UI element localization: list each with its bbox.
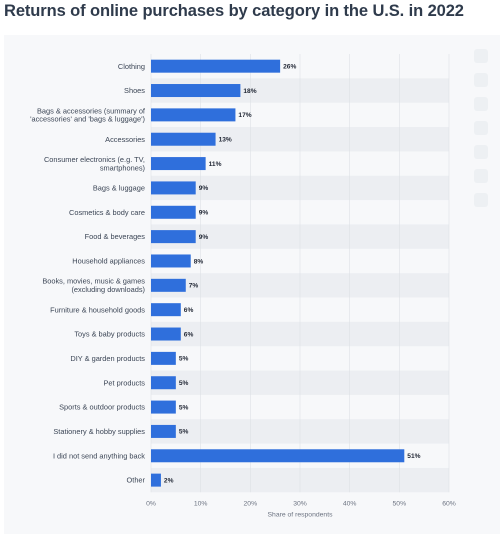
chart-title: Returns of online purchases by category … [4, 2, 464, 20]
bar[interactable] [151, 59, 281, 73]
category-label: Bags & accessories (summary of'accessori… [30, 106, 146, 123]
value-label: 2% [164, 477, 174, 484]
category-label: Consumer electronics (e.g. TV, smartphone… [44, 155, 145, 172]
value-label: 8% [194, 258, 204, 265]
x-tick-label: 10% [194, 500, 208, 507]
share-icon[interactable] [474, 121, 488, 135]
bar[interactable] [151, 400, 176, 414]
category-label: Stationery & hobby supplies [53, 427, 145, 436]
quote-icon[interactable] [474, 145, 488, 159]
bar[interactable] [151, 108, 236, 122]
x-tick-label: 60% [442, 500, 456, 507]
bookmark-icon[interactable] [474, 49, 488, 63]
value-label: 18% [243, 88, 256, 95]
category-label: Toys & baby products [74, 330, 145, 339]
category-label: I did not send anything back [53, 451, 145, 460]
value-label: 5% [179, 429, 189, 436]
value-label: 9% [199, 185, 209, 192]
bell-icon[interactable] [474, 73, 488, 87]
value-label: 9% [199, 234, 209, 241]
category-label: Books, movies, music & games (excluding d… [42, 277, 145, 294]
category-label: Cosmetics & body care [69, 208, 145, 217]
bar[interactable] [151, 230, 196, 244]
category-label: Accessories [105, 135, 145, 144]
bar[interactable] [151, 424, 176, 438]
bar[interactable] [151, 351, 176, 365]
bar-chart: 0% 10% 20% 30% 40% 50% 60% Share of respondents… [30, 54, 456, 518]
value-label: 11% [209, 161, 222, 168]
bar[interactable] [151, 157, 206, 171]
bar[interactable] [151, 181, 196, 195]
bar[interactable] [151, 84, 241, 98]
value-label: 5% [179, 356, 189, 363]
info-icon[interactable] [474, 169, 488, 183]
category-label: Pet products [104, 378, 146, 387]
bar[interactable] [151, 254, 191, 268]
value-label: 5% [179, 380, 189, 387]
bar[interactable] [151, 205, 196, 219]
x-tick-label: 40% [343, 500, 357, 507]
category-label: Food & beverages [85, 232, 146, 241]
value-label: 51% [407, 453, 420, 460]
bar[interactable] [151, 473, 161, 487]
print-icon[interactable] [474, 193, 488, 207]
value-label: 7% [189, 283, 199, 290]
x-tick-label: 20% [244, 500, 258, 507]
x-axis-title: Share of respondents [268, 511, 334, 518]
value-label: 17% [238, 112, 251, 119]
x-tick-label: 50% [393, 500, 407, 507]
category-label: Sports & outdoor products [59, 403, 145, 412]
bar[interactable] [151, 327, 181, 341]
category-label: Clothing [118, 62, 145, 71]
bar[interactable] [151, 303, 181, 317]
gear-icon[interactable] [474, 97, 488, 111]
category-label: Bags & luggage [93, 184, 145, 193]
value-label: 13% [219, 137, 232, 144]
chart-card: 0% 10% 20% 30% 40% 50% 60% Share of respondents… [4, 35, 500, 534]
value-label: 6% [184, 307, 194, 314]
category-label: Household appliances [72, 257, 145, 266]
bar[interactable] [151, 449, 405, 463]
x-tick-label: 0% [146, 500, 156, 507]
bar[interactable] [151, 278, 186, 292]
value-label: 6% [184, 331, 194, 338]
value-label: 9% [199, 210, 209, 217]
value-label: 26% [283, 63, 296, 70]
bar[interactable] [151, 132, 216, 146]
x-tick-label: 30% [293, 500, 307, 507]
category-label: Furniture & household goods [50, 305, 145, 314]
category-label: Shoes [124, 86, 145, 95]
category-label: Other [127, 476, 146, 485]
category-label: DIY & garden products [70, 354, 145, 363]
bar[interactable] [151, 376, 176, 390]
value-label: 5% [179, 404, 189, 411]
